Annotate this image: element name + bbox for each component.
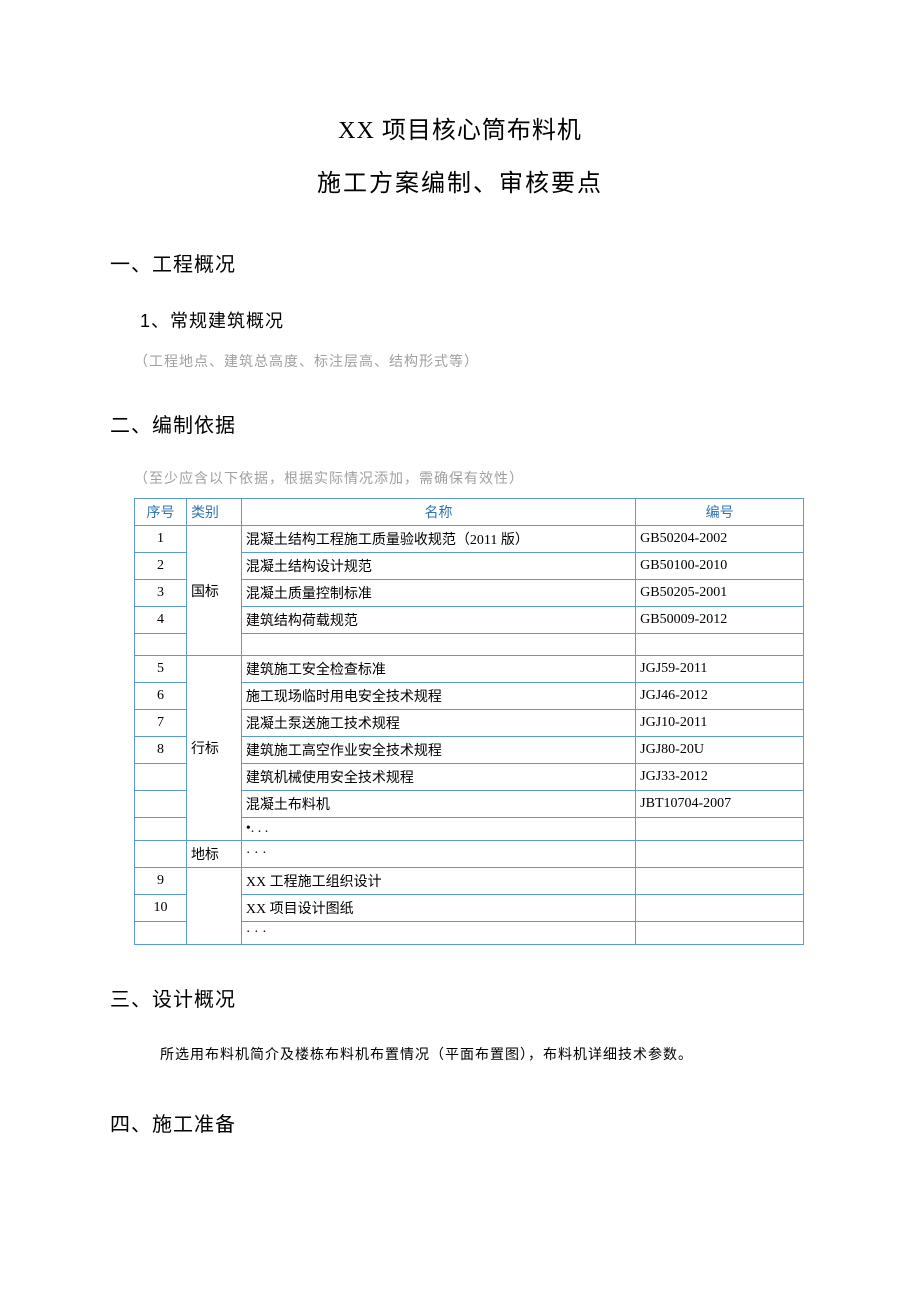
- cell-category: 行标: [186, 656, 241, 841]
- table-row: 5行标建筑施工安全检查标准JGJ59-2011: [135, 656, 804, 683]
- cell-code: JGJ10-2011: [636, 710, 804, 737]
- table-body: 1国标混凝土结构工程施工质量验收规范（2011 版）GB50204-20022混…: [135, 526, 804, 945]
- cell-seq: 9: [135, 868, 187, 895]
- cell-seq: [135, 818, 187, 841]
- cell-category: 国标: [186, 526, 241, 656]
- cell-seq: 5: [135, 656, 187, 683]
- cell-seq: [135, 634, 187, 656]
- cell-seq: [135, 764, 187, 791]
- cell-code: GB50009-2012: [636, 607, 804, 634]
- title-sub: 施工方案编制、审核要点: [110, 163, 810, 198]
- cell-code: JGJ59-2011: [636, 656, 804, 683]
- section-1-1-note: （工程地点、建筑总高度、标注层高、结构形式等）: [134, 351, 810, 371]
- cell-seq: 3: [135, 580, 187, 607]
- cell-seq: [135, 922, 187, 945]
- cell-seq: 7: [135, 710, 187, 737]
- section-2-note: （至少应含以下依据，根据实际情况添加，需确保有效性）: [134, 468, 810, 488]
- cell-code: [636, 818, 804, 841]
- cell-name: 混凝土结构工程施工质量验收规范（2011 版）: [241, 526, 635, 553]
- cell-category: 地标: [186, 841, 241, 868]
- cell-code: JGJ46-2012: [636, 683, 804, 710]
- cell-name: •. . .: [241, 818, 635, 841]
- cell-seq: 1: [135, 526, 187, 553]
- cell-name: 建筑施工安全检查标准: [241, 656, 635, 683]
- table-header-row: 序号 类别 名称 编号: [135, 499, 804, 526]
- cell-name: 建筑施工高空作业安全技术规程: [241, 737, 635, 764]
- cell-seq: 8: [135, 737, 187, 764]
- basis-table: 序号 类别 名称 编号 1国标混凝土结构工程施工质量验收规范（2011 版）GB…: [134, 498, 804, 945]
- cell-name: [241, 634, 635, 656]
- section-1-1-heading: 1、常规建筑概况: [140, 307, 810, 333]
- cell-name: · · ·: [241, 922, 635, 945]
- cell-name: · · ·: [241, 841, 635, 868]
- section-4-heading: 四、施工准备: [110, 1108, 810, 1137]
- cell-seq: 6: [135, 683, 187, 710]
- cell-name: 混凝土质量控制标准: [241, 580, 635, 607]
- section-3-body: 所选用布料机简介及楼栋布料机布置情况（平面布置图），布料机详细技术参数。: [160, 1042, 810, 1070]
- th-seq: 序号: [135, 499, 187, 526]
- cell-code: GB50205-2001: [636, 580, 804, 607]
- cell-name: 施工现场临时用电安全技术规程: [241, 683, 635, 710]
- title-main: XX 项目核心筒布料机: [110, 110, 810, 145]
- cell-code: JGJ80-20U: [636, 737, 804, 764]
- cell-code: JBT10704-2007: [636, 791, 804, 818]
- cell-name: 混凝土结构设计规范: [241, 553, 635, 580]
- th-name: 名称: [241, 499, 635, 526]
- th-cat: 类别: [186, 499, 241, 526]
- cell-code: GB50100-2010: [636, 553, 804, 580]
- cell-name: 混凝土泵送施工技术规程: [241, 710, 635, 737]
- cell-seq: [135, 791, 187, 818]
- cell-code: GB50204-2002: [636, 526, 804, 553]
- cell-name: XX 项目设计图纸: [241, 895, 635, 922]
- cell-name: 建筑结构荷载规范: [241, 607, 635, 634]
- section-1-heading: 一、工程概况: [110, 248, 810, 277]
- cell-seq: [135, 841, 187, 868]
- cell-name: XX 工程施工组织设计: [241, 868, 635, 895]
- cell-code: [636, 841, 804, 868]
- cell-code: [636, 895, 804, 922]
- cell-code: [636, 634, 804, 656]
- section-2-heading: 二、编制依据: [110, 409, 810, 438]
- cell-category: [186, 868, 241, 945]
- section-3-heading: 三、设计概况: [110, 983, 810, 1012]
- cell-seq: 2: [135, 553, 187, 580]
- table-row: 9 XX 工程施工组织设计: [135, 868, 804, 895]
- table-row: 1国标混凝土结构工程施工质量验收规范（2011 版）GB50204-2002: [135, 526, 804, 553]
- cell-seq: 4: [135, 607, 187, 634]
- cell-name: 混凝土布料机: [241, 791, 635, 818]
- cell-name: 建筑机械使用安全技术规程: [241, 764, 635, 791]
- table-row: 地标· · ·: [135, 841, 804, 868]
- th-code: 编号: [636, 499, 804, 526]
- cell-code: [636, 868, 804, 895]
- cell-code: JGJ33-2012: [636, 764, 804, 791]
- cell-seq: 10: [135, 895, 187, 922]
- title-block: XX 项目核心筒布料机 施工方案编制、审核要点: [110, 110, 810, 198]
- cell-code: [636, 922, 804, 945]
